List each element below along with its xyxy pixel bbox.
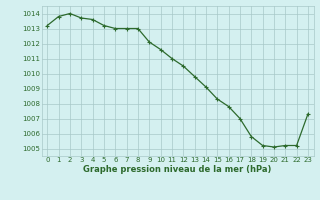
X-axis label: Graphe pression niveau de la mer (hPa): Graphe pression niveau de la mer (hPa): [84, 165, 272, 174]
